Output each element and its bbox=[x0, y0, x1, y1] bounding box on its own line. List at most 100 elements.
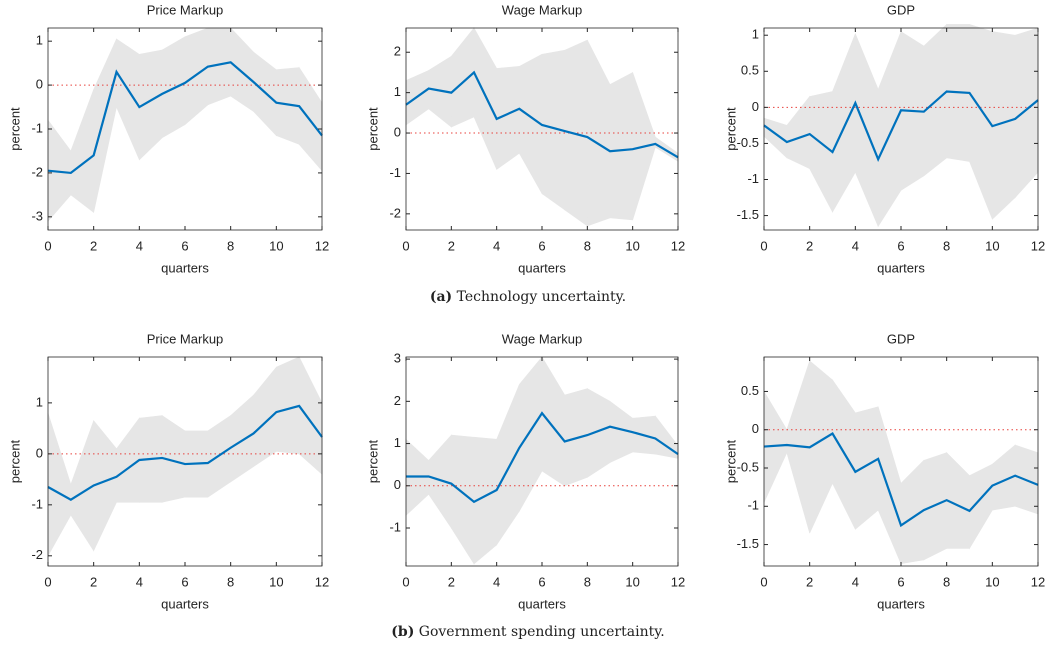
x-axis-label: quarters bbox=[518, 596, 566, 611]
x-tick-label: 12 bbox=[315, 238, 329, 253]
x-tick-label: 2 bbox=[806, 238, 813, 253]
y-tick-label: 0.5 bbox=[741, 383, 759, 398]
panel: -1.5-1-0.500.510 2 4 6 8 10 12GDPquartersperce… bbox=[723, 2, 1045, 275]
x-axis-label: quarters bbox=[877, 260, 925, 275]
x-tick-label: 8 bbox=[943, 574, 950, 589]
confidence-band bbox=[855, 406, 879, 530]
x-tick-label: 2 bbox=[448, 574, 455, 589]
y-tick-label: 1 bbox=[394, 435, 401, 450]
panel-title: Wage Markup bbox=[502, 331, 582, 346]
confidence-band bbox=[276, 356, 300, 455]
caption-label: (a) bbox=[430, 289, 452, 305]
x-axis-label: quarters bbox=[161, 260, 209, 275]
x-tick-label: 10 bbox=[269, 574, 283, 589]
x-axis-label: quarters bbox=[877, 596, 925, 611]
y-tick-label: -2 bbox=[31, 164, 43, 179]
y-tick-label: -1.5 bbox=[737, 207, 759, 222]
x-tick-label: 6 bbox=[538, 574, 545, 589]
y-tick-label: -1 bbox=[389, 165, 401, 180]
irf-line bbox=[406, 411, 679, 504]
x-tick-label: 4 bbox=[493, 574, 500, 589]
irf-line bbox=[763, 432, 1039, 528]
y-axis-label: percent bbox=[7, 439, 22, 483]
x-tick-label: 10 bbox=[625, 574, 639, 589]
panel-title: GDP bbox=[887, 331, 915, 346]
caption-label: (b) bbox=[391, 624, 414, 640]
y-tick-label: -2 bbox=[31, 547, 43, 562]
x-tick-label: 4 bbox=[136, 574, 143, 589]
y-axis-label: percent bbox=[7, 107, 22, 151]
x-tick-label: 8 bbox=[227, 574, 234, 589]
x-tick-label: 12 bbox=[671, 574, 685, 589]
panel: -1.5 -1 -0.5 0 0.5 0 2 4 6 8 10 12 GDP quarters percen… bbox=[723, 331, 1045, 611]
y-tick-label: -0.5 bbox=[737, 135, 759, 150]
irf-line bbox=[763, 90, 1039, 163]
x-axis-label: quarters bbox=[161, 596, 209, 611]
y-axis-label: percent bbox=[365, 439, 380, 483]
y-tick-label: 1 bbox=[36, 394, 43, 409]
y-tick-label: 3 bbox=[394, 351, 401, 366]
x-tick-label: 8 bbox=[584, 238, 591, 253]
x-tick-label: 0 bbox=[44, 238, 51, 253]
y-tick-label: 1 bbox=[752, 27, 759, 42]
x-tick-label: 4 bbox=[493, 238, 500, 253]
x-tick-label: 6 bbox=[181, 574, 188, 589]
y-tick-label: -0.5 bbox=[737, 459, 759, 474]
y-tick-label: 1 bbox=[394, 84, 401, 99]
x-tick-label: 6 bbox=[897, 238, 904, 253]
x-tick-label: 8 bbox=[227, 238, 234, 253]
y-tick-label: -1 bbox=[747, 171, 759, 186]
y-tick-label: 2 bbox=[394, 44, 401, 59]
panel-title: Wage Markup bbox=[502, 2, 582, 17]
irf-line bbox=[405, 70, 679, 159]
y-tick-label: 1 bbox=[36, 33, 43, 48]
caption: (b) Government spending uncertainty. bbox=[391, 624, 664, 640]
y-tick-label: 0 bbox=[394, 124, 401, 139]
x-tick-label: 2 bbox=[806, 574, 813, 589]
y-axis-label: percent bbox=[723, 439, 738, 483]
y-tick-label: 0 bbox=[36, 445, 43, 460]
x-tick-label: 10 bbox=[625, 238, 639, 253]
x-tick-label: 0 bbox=[402, 238, 409, 253]
panel-title: GDP bbox=[887, 2, 915, 17]
y-tick-label: 0 bbox=[394, 477, 401, 492]
y-axis-label: percent bbox=[365, 107, 380, 151]
x-tick-label: 2 bbox=[448, 238, 455, 253]
x-tick-label: 0 bbox=[760, 574, 767, 589]
x-tick-label: 4 bbox=[852, 238, 859, 253]
x-tick-label: 12 bbox=[1031, 574, 1045, 589]
x-tick-label: 12 bbox=[671, 238, 685, 253]
x-tick-label: 12 bbox=[315, 574, 329, 589]
caption-text: Government spending uncertainty. bbox=[419, 624, 665, 640]
x-tick-label: 10 bbox=[269, 238, 283, 253]
x-tick-label: 10 bbox=[985, 238, 999, 253]
y-tick-label: -1 bbox=[747, 498, 759, 513]
x-tick-label: 8 bbox=[584, 574, 591, 589]
x-tick-label: 0 bbox=[760, 238, 767, 253]
confidence-band bbox=[609, 71, 633, 221]
y-tick-label: -1 bbox=[31, 120, 43, 135]
y-tick-label: -1 bbox=[31, 496, 43, 511]
x-tick-label: 10 bbox=[985, 574, 999, 589]
x-tick-label: 0 bbox=[44, 574, 51, 589]
y-axis-label: percent bbox=[723, 107, 738, 151]
y-tick-label: 0 bbox=[36, 77, 43, 92]
panel-title: Price Markup bbox=[147, 331, 224, 346]
x-tick-label: 12 bbox=[1031, 238, 1045, 253]
x-tick-label: 0 bbox=[402, 574, 409, 589]
y-tick-label: 0.5 bbox=[741, 63, 759, 78]
x-tick-label: 4 bbox=[136, 238, 143, 253]
x-axis-label: quarters bbox=[518, 260, 566, 275]
y-tick-label: 0 bbox=[752, 421, 759, 436]
caption: (a) Technology uncertainty. bbox=[430, 289, 626, 305]
y-tick-label: -1.5 bbox=[737, 536, 759, 551]
x-tick-label: 6 bbox=[538, 238, 545, 253]
y-tick-label: -3 bbox=[31, 208, 43, 223]
x-tick-label: 8 bbox=[943, 238, 950, 253]
confidence-band bbox=[1014, 27, 1039, 199]
caption-text: Technology uncertainty. bbox=[457, 289, 627, 305]
